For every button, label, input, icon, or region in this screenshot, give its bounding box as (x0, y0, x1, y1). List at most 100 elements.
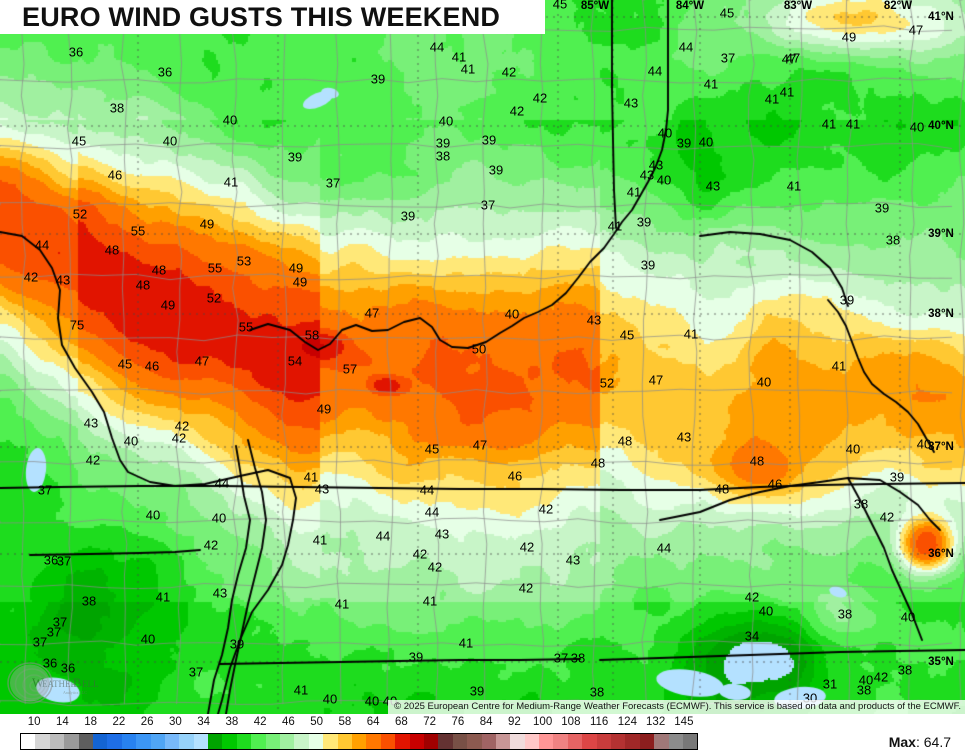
page-title: EURO WIND GUSTS THIS WEEKEND (22, 1, 501, 32)
legend-tick: 14 (55, 716, 69, 728)
gust-value-label: 40 (657, 125, 673, 141)
graticule-label: 83°W (783, 0, 813, 12)
gust-value-label: 37 (325, 175, 341, 191)
legend-swatch (193, 734, 209, 749)
gust-value-label: 37 (188, 664, 204, 680)
gust-value-label: 50 (471, 341, 487, 357)
gust-value-label: 40 (140, 631, 156, 647)
max-value: 64.7 (923, 734, 951, 750)
gust-value-label: 36 (60, 660, 76, 676)
legend-swatch (323, 734, 338, 749)
legend-tick-labels: 10 14 18 22 26 30 34 38 42 46 50 58 64 68 72 76 84 92 100 1… (0, 714, 700, 732)
gust-value-label: 37 (46, 624, 62, 640)
gust-value-label: 42 (873, 669, 889, 685)
legend-swatch (21, 734, 36, 749)
legend-swatch (164, 734, 180, 749)
legend-tick: 30 (168, 716, 182, 728)
gust-value-label: 45 (424, 441, 440, 457)
gust-value-label: 40 (909, 119, 925, 135)
gust-value-label: 39 (640, 257, 656, 273)
gust-value-label: 49 (841, 29, 857, 45)
legend-swatch (337, 734, 352, 749)
legend-tick: 145 (674, 716, 694, 728)
gust-value-label: 37 (56, 553, 72, 569)
gust-value-label: 41 (845, 116, 861, 132)
gust-value-label: 41 (786, 178, 802, 194)
gust-value-label: 40 (698, 134, 714, 150)
gust-value-label: 42 (85, 452, 101, 468)
map-viewport[interactable]: 36 36 39 44 41 41 42 45 42 42 43 45 44 44 49 47 47 47 38 40… (0, 0, 965, 714)
gust-value-label: 39 (408, 649, 424, 665)
gust-value-label: 40 (656, 172, 672, 188)
gust-value-label: 39 (287, 149, 303, 165)
wind-gust-contour-map[interactable] (0, 0, 965, 714)
gust-value-label: 41 (223, 174, 239, 190)
legend-swatch (409, 734, 424, 749)
max-label: Max (888, 734, 916, 750)
gust-value-label: 49 (292, 274, 308, 290)
gust-value-label: 40 (916, 436, 932, 452)
gust-value-label: 48 (104, 242, 120, 258)
gust-value-label: 44 (424, 504, 440, 520)
gust-value-label: 43 (212, 585, 228, 601)
legend-swatch (524, 734, 540, 749)
gust-value-label: 42 (412, 546, 428, 562)
gust-value-label: 40 (222, 112, 238, 128)
gust-value-label: 38 (589, 684, 605, 700)
gust-value-label: 44 (419, 482, 435, 498)
gust-value-label: 42 (501, 64, 517, 80)
gust-value-label: 44 (656, 540, 672, 556)
gust-value-label: 40 (858, 672, 874, 688)
gust-value-label: 48 (617, 433, 633, 449)
legend-swatch (481, 734, 496, 749)
gust-value-label: 42 (519, 539, 535, 555)
gust-value-label: 42 (538, 501, 554, 517)
max-value-readout: Max: 64.7 (888, 734, 951, 750)
gust-value-label: 37 (720, 50, 736, 66)
gust-value-label: 43 (639, 167, 655, 183)
gust-value-label: 44 (375, 528, 391, 544)
gust-value-label: 36 (42, 655, 58, 671)
legend-color-bar (20, 733, 698, 750)
legend-swatch (654, 734, 669, 749)
gust-value-label: 40 (322, 691, 338, 707)
gust-value-label: 43 (623, 95, 639, 111)
gust-value-label: 48 (151, 262, 167, 278)
gust-value-label: 45 (71, 133, 87, 149)
gust-value-label: 38 (81, 593, 97, 609)
gust-value-label: 44 (647, 63, 663, 79)
gust-value-label: 45 (117, 356, 133, 372)
legend-swatch (423, 734, 439, 749)
gust-value-label: 36 (157, 64, 173, 80)
gust-value-label: 40 (504, 306, 520, 322)
legend-swatch (78, 734, 93, 749)
legend-tick: 132 (646, 716, 666, 728)
legend-swatch (121, 734, 137, 749)
gust-value-label: 55 (238, 319, 254, 335)
gust-value-label: 43 (648, 157, 664, 173)
gust-value-label: 49 (288, 260, 304, 276)
legend-swatch (251, 734, 266, 749)
gust-value-label: 42 (203, 537, 219, 553)
gust-value-label: 40 (162, 133, 178, 149)
gust-value-label: 38 (837, 606, 853, 622)
gust-value-label: 46 (144, 358, 160, 374)
gust-value-label: 40 (123, 433, 139, 449)
gust-value-label: 37 (553, 650, 569, 666)
gust-value-label: 39 (488, 162, 504, 178)
map-title-banner: EURO WIND GUSTS THIS WEEKEND (0, 0, 545, 34)
gust-value-label: 43 (83, 415, 99, 431)
legend-swatch (668, 734, 683, 749)
gust-value-label: 52 (72, 206, 88, 222)
legend-swatch (49, 734, 65, 749)
gust-value-label: 47 (194, 353, 210, 369)
gust-value-label: 41 (451, 49, 467, 65)
graticule-label: 85°W (580, 0, 610, 12)
legend-swatch (280, 734, 295, 749)
gust-value-label: 49 (316, 401, 332, 417)
gust-value-label: 47 (472, 437, 488, 453)
gust-value-label: 37 (37, 482, 53, 498)
graticule-label: 82°W (883, 0, 913, 12)
gust-value-label: 39 (469, 683, 485, 699)
gust-value-label: 41 (293, 682, 309, 698)
